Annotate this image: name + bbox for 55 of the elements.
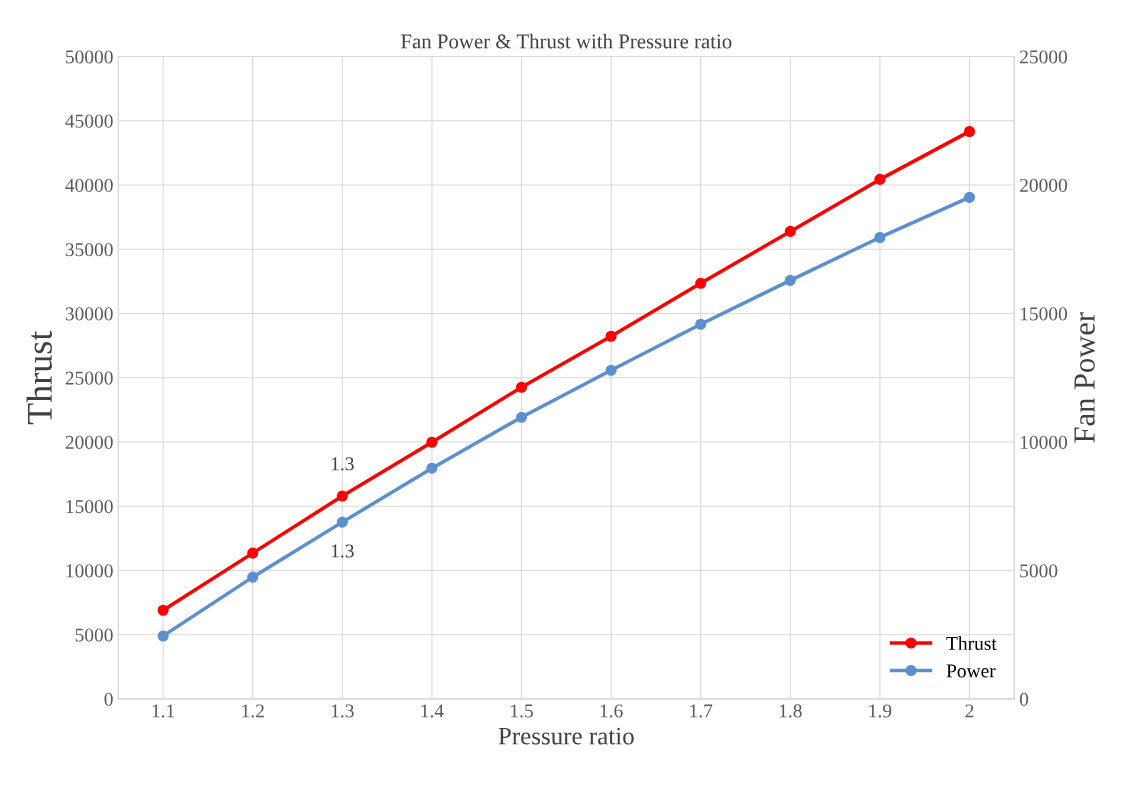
y-tick-label: 30000: [65, 307, 113, 321]
y2-tick-label: 20000: [1020, 178, 1068, 192]
legend-label: Power: [946, 664, 996, 678]
point: [336, 490, 348, 502]
x-tick-label: 1.5: [511, 704, 533, 718]
point: [695, 318, 707, 330]
point: [247, 547, 259, 559]
point: [784, 225, 796, 237]
y-tick-label: 15000: [66, 500, 113, 514]
point: [695, 277, 707, 289]
x-tick-label: 2: [965, 704, 974, 718]
y-tick-label: 35000: [65, 243, 113, 257]
point: [157, 630, 169, 642]
x-tick-label: 1.8: [779, 704, 802, 718]
point: [605, 364, 617, 376]
y-axis-title: Thrust: [26, 330, 52, 425]
point: [963, 125, 976, 138]
y-tick-label: 10000: [66, 564, 113, 578]
x-tick-label: 1.4: [421, 704, 444, 718]
x-tick-label: 1.9: [869, 704, 892, 718]
point: [247, 571, 259, 583]
y2-axis-title: Fan Power: [1074, 312, 1095, 443]
point: [515, 411, 528, 423]
x-tick-label: 1.2: [242, 704, 264, 718]
y2-tick-label: 25000: [1020, 50, 1068, 64]
point: [515, 381, 528, 393]
point: [336, 516, 348, 528]
x-tick-label: 1.7: [690, 704, 713, 718]
y-tick-label: 40000: [65, 178, 113, 192]
y2-tick-label: 0: [1019, 692, 1029, 706]
chart-title: Fan Power & Thrust with Pressure ratio: [401, 33, 732, 49]
point: [605, 330, 617, 342]
y2-tick-label: 10000: [1020, 435, 1068, 449]
point: [874, 231, 886, 244]
x-tick-label: 1.1: [152, 704, 175, 718]
point: [426, 436, 438, 448]
annotation: 1.3: [331, 457, 354, 471]
y-tick-label: 25000: [65, 371, 113, 385]
x-tick-label: 1.3: [331, 704, 354, 718]
y-tick-label: 20000: [65, 435, 113, 449]
legend-label: Thrust: [946, 636, 997, 650]
y-tick-label: 5000: [75, 628, 113, 642]
y-tick-label: 45000: [65, 114, 113, 128]
y-tick-label: 50000: [65, 50, 113, 64]
y-tick-label: 0: [104, 692, 113, 706]
x-tick-label: 1.6: [600, 704, 623, 718]
point: [874, 173, 886, 185]
point: [426, 462, 438, 474]
x-axis-title: Pressure ratio: [498, 727, 634, 745]
point: [157, 604, 169, 616]
point: [784, 274, 796, 286]
point: [963, 191, 976, 203]
y2-tick-label: 5000: [1020, 564, 1058, 578]
annotation: 1.3: [331, 544, 354, 558]
y2-tick-label: 15000: [1020, 307, 1068, 321]
